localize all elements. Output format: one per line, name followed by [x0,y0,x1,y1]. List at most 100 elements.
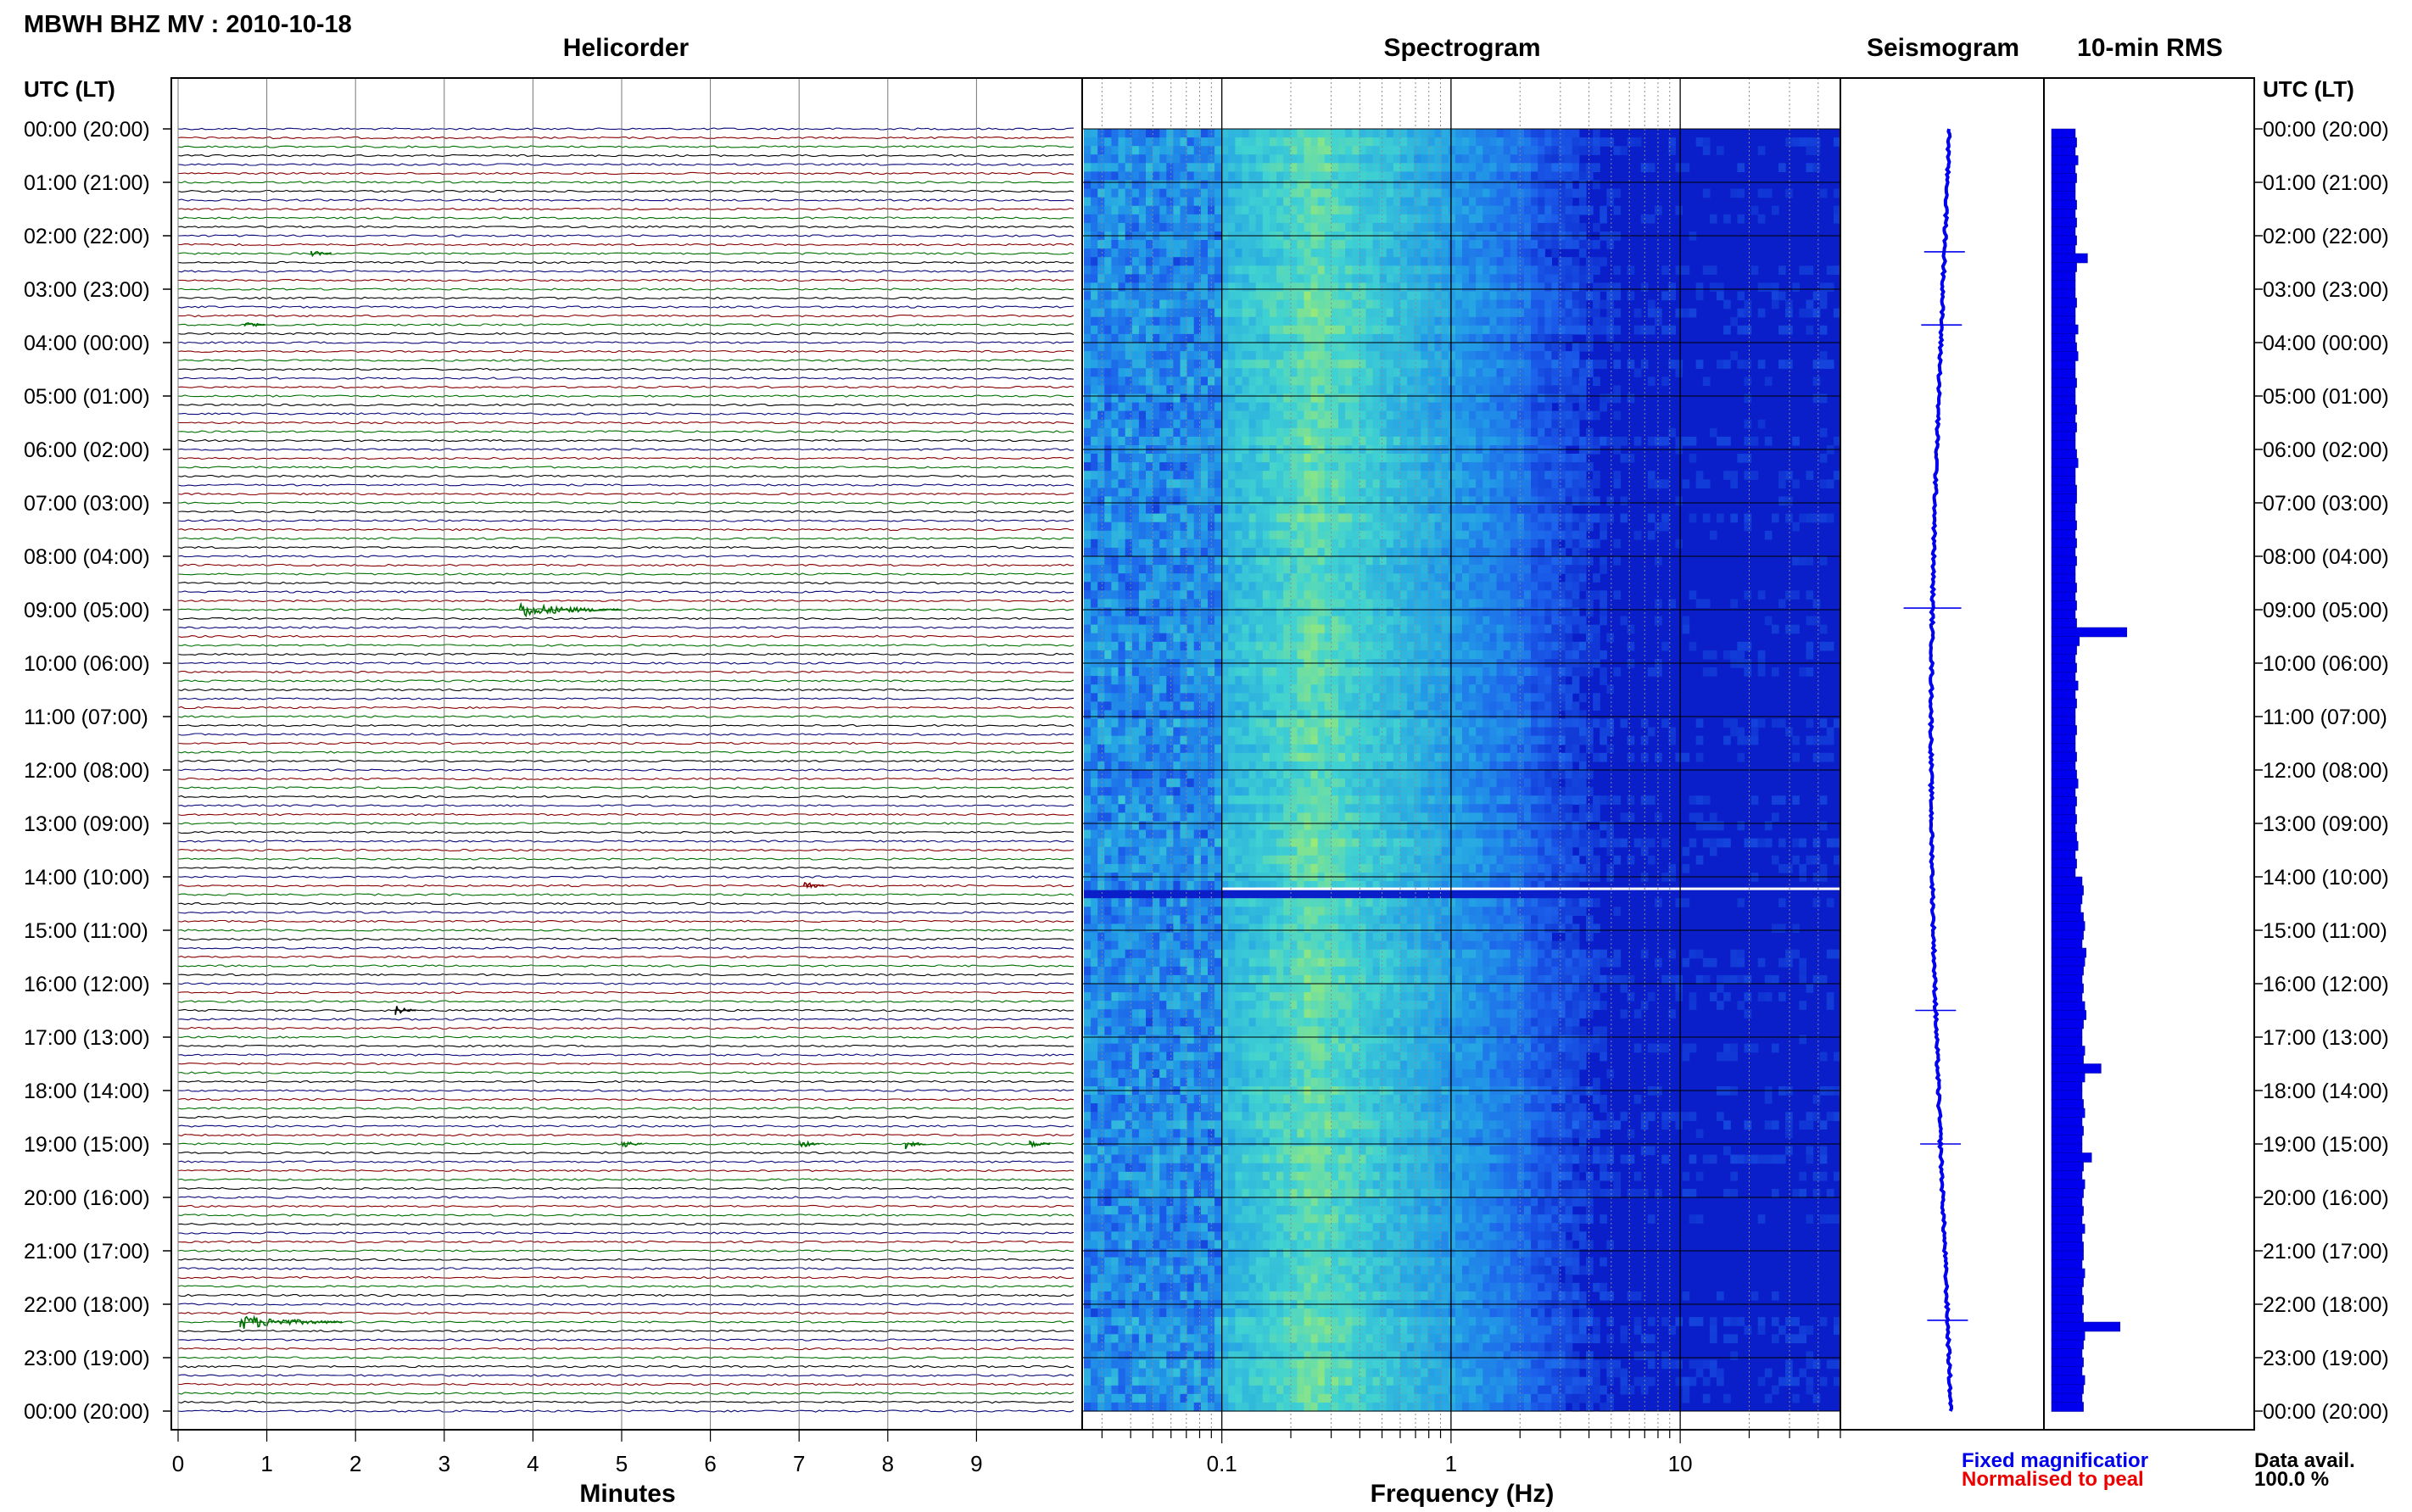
spectrogram-cell [1544,360,1552,369]
spectrogram-cell [1449,403,1456,412]
spectrogram-cell [1249,163,1257,172]
helicorder-trace [178,315,1074,316]
spectrogram-cell [1544,411,1552,421]
spectrogram-cell [1173,206,1181,215]
helicorder-trace [178,538,1074,539]
spectrogram-cell [1084,617,1092,626]
spectrogram-cell [1125,274,1133,283]
spectrogram-cell [1772,300,1779,310]
spectrogram-cell [1710,215,1717,224]
spectrogram-cell [1283,248,1291,258]
spectrogram-cell [1146,642,1153,651]
spectrogram-cell [1270,420,1277,429]
spectrogram-cell [1613,479,1621,488]
spectrogram-cell [1544,377,1552,386]
spectrogram-cell [1119,539,1126,549]
spectrogram-cell [1380,394,1387,404]
spectrogram-cell [1393,403,1401,412]
spectrogram-cell [1469,617,1477,626]
spectrogram-cell [1462,565,1470,574]
spectrogram-cell [1566,471,1573,480]
spectrogram-cell [1579,300,1587,310]
spectrogram-cell [1125,590,1133,600]
spectrogram-cell [1332,599,1339,608]
spectrogram-cell [1449,146,1456,155]
spectrogram-cell [1249,377,1257,386]
spectrogram-cell [1153,215,1160,224]
spectrogram-cell [1104,479,1112,488]
spectrogram-cell [1270,505,1277,515]
spectrogram-cell [1159,146,1167,155]
spectrogram-cell [1544,189,1552,198]
spectrogram-cell [1270,248,1277,258]
spectrogram-cell [1187,488,1195,497]
spectrogram-cell [1104,385,1112,394]
spectrogram-cell [1159,181,1167,190]
spectrogram-cell [1497,274,1505,283]
spectrogram-cell [1084,505,1092,515]
spectrogram-cell [1407,300,1415,310]
spectrogram-cell [1393,368,1401,377]
spectrogram-cell [1091,163,1098,172]
spectrogram-cell [1566,582,1573,591]
spectrogram-cell [1806,146,1814,155]
spectrogram-cell [1332,420,1339,429]
spectrogram-cell [1380,257,1387,266]
spectrogram-cell [1104,368,1112,377]
helicorder-trace [178,1107,1074,1109]
spectrogram-cell [1242,514,1250,523]
spectrogram-cell [1187,394,1195,404]
spectrogram-cell [1469,411,1477,421]
spectrogram-cell [1153,154,1160,164]
helicorder-trace [178,154,1074,156]
spectrogram-cell [1442,248,1449,258]
spectrogram-cell [1283,642,1291,651]
spectrogram-cell [1531,257,1538,266]
spectrogram-cell [1304,385,1312,394]
spectrogram-cell [1517,274,1525,283]
spectrogram-cell [1263,428,1270,438]
spectrogram-cell [1449,642,1456,651]
spectrogram-cell [1765,189,1773,198]
spectrogram-cell [1544,599,1552,608]
spectrogram-cell [1414,189,1421,198]
spectrogram-cell [1119,317,1126,326]
spectrogram-cell [1139,582,1147,591]
spectrogram-cell [1242,326,1250,335]
spectrogram-cell [1304,248,1312,258]
spectrogram-cell [1482,274,1490,283]
spectrogram-cell [1297,146,1304,155]
spectrogram-cell [1146,360,1153,369]
spectrogram-cell [1290,248,1298,258]
spectrogram-cell [1263,215,1270,224]
spectrogram-cell [1125,650,1133,660]
spectrogram-cell [1290,496,1298,505]
spectrogram-cell [1297,573,1304,583]
spectrogram-cell [1097,351,1105,360]
spectrogram-cell [1249,334,1257,343]
spectrogram-cell [1497,343,1505,352]
spectrogram-cell [1442,454,1449,463]
spectrogram-cell [1559,223,1566,232]
spectrogram-cell [1159,257,1167,266]
spectrogram-cell [1482,625,1490,634]
spectrogram-cell [1792,479,1800,488]
spectrogram-cell [1524,496,1532,505]
spectrogram-cell [1820,282,1828,292]
spectrogram-cell [1544,334,1552,343]
spectrogram-cell [1683,625,1690,634]
spectrogram-cell [1097,617,1105,626]
spectrogram-cell [1476,171,1483,181]
spectrogram-cell [1792,590,1800,600]
spectrogram-cell [1318,428,1326,438]
spectrogram-cell [1214,189,1222,198]
spectrogram-cell [1221,531,1229,540]
spectrogram-cell [1256,351,1264,360]
spectrogram-cell [1497,282,1505,292]
spectrogram-cell [1297,137,1304,147]
spectrogram-cell [1497,590,1505,600]
spectrogram-cell [1449,181,1456,190]
spectrogram-cell [1593,411,1600,421]
spectrogram-cell [1249,617,1257,626]
spectrogram-cell [1283,496,1291,505]
